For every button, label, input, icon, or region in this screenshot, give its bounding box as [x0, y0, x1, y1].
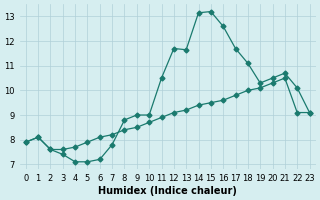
X-axis label: Humidex (Indice chaleur): Humidex (Indice chaleur): [98, 186, 237, 196]
